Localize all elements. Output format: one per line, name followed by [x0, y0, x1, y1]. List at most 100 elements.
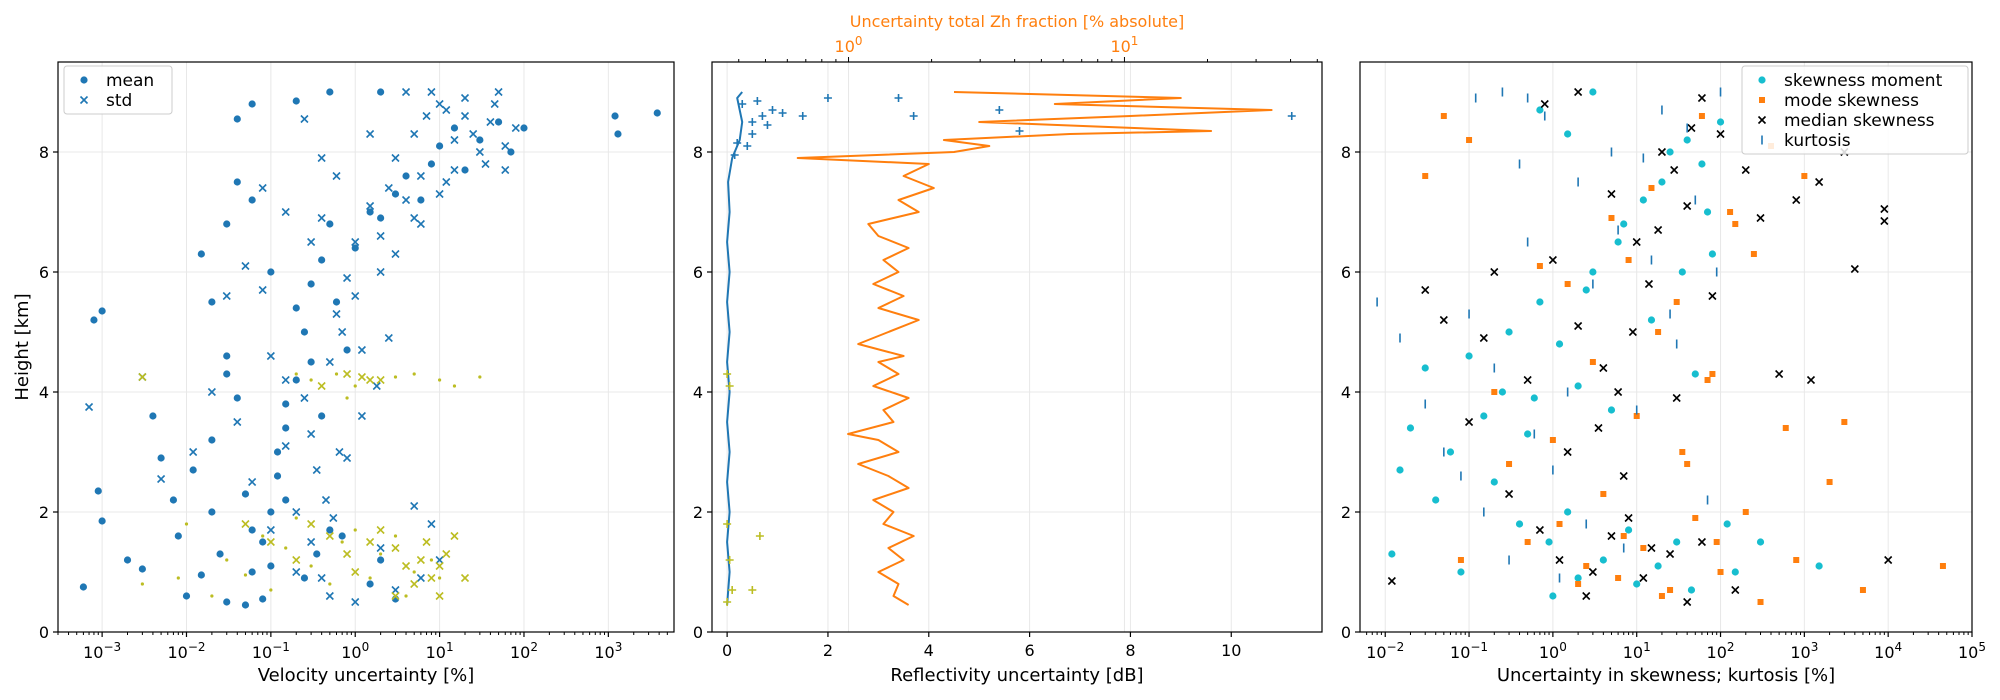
tick-exponent: −3 [103, 640, 121, 654]
legend-marker [79, 95, 89, 105]
data-point [366, 580, 374, 588]
data-point [1504, 489, 1514, 499]
data-point [1647, 316, 1656, 324]
data-point [317, 153, 326, 163]
data-point [1440, 113, 1447, 119]
data-point [176, 576, 180, 580]
data-point [1563, 447, 1572, 457]
data-point [1574, 382, 1582, 390]
y-tick-label: 4 [693, 383, 703, 402]
data-point [90, 316, 98, 324]
data-point [460, 93, 470, 103]
tick-exponent: −2 [188, 640, 206, 654]
data-point [452, 384, 457, 388]
data-point [1666, 148, 1674, 156]
data-point [353, 528, 357, 532]
x-tick-label: 105 [1958, 640, 1986, 662]
data-point [748, 130, 757, 138]
data-point [1658, 593, 1665, 599]
data-point [1574, 321, 1583, 331]
data-point [345, 396, 349, 400]
data-point [1939, 563, 1946, 569]
data-point [1717, 569, 1724, 575]
data-point [335, 447, 344, 457]
data-point [1678, 268, 1686, 276]
data-point [427, 160, 436, 168]
data-point [282, 496, 290, 504]
data-point [393, 375, 398, 379]
data-point [1490, 478, 1498, 486]
tick-exponent: −2 [1387, 640, 1405, 654]
data-point [436, 142, 444, 150]
tick-exponent: 5 [1978, 640, 1986, 654]
data-point [1406, 424, 1415, 432]
data-point [391, 585, 400, 595]
data-point [442, 105, 451, 115]
data-point [325, 357, 334, 367]
data-point [258, 285, 267, 295]
data-point [307, 237, 316, 247]
data-point [1880, 216, 1889, 226]
data-point [1884, 555, 1893, 565]
data-point [417, 196, 425, 204]
data-point [1713, 539, 1720, 545]
data-point [501, 165, 510, 175]
data-point [894, 94, 903, 102]
data-point [1564, 281, 1571, 287]
data-point [329, 513, 338, 523]
data-point [312, 465, 321, 475]
data-point [501, 141, 510, 151]
data-point [422, 537, 431, 547]
data-point [1750, 251, 1757, 257]
data-point [307, 519, 316, 529]
data-point [273, 472, 282, 480]
top-tick-label: 100 [835, 34, 863, 56]
x-tick-label: 10−2 [167, 640, 205, 662]
data-point [1757, 599, 1764, 605]
data-point [307, 537, 316, 547]
data-point [728, 586, 737, 594]
data-point [723, 598, 732, 606]
data-point [207, 387, 216, 397]
tick-exponent: 2 [530, 640, 538, 654]
data-point [1697, 537, 1706, 547]
x-tick-label: 102 [510, 640, 538, 662]
data-point [763, 121, 772, 129]
data-point [1524, 430, 1532, 438]
data-point [723, 370, 732, 378]
data-point [266, 537, 275, 547]
data-point [174, 532, 182, 540]
data-point [223, 352, 231, 360]
legend-marker [1759, 97, 1765, 103]
data-point [1582, 286, 1590, 294]
data-point [241, 519, 250, 529]
data-point [157, 454, 165, 462]
y-tick-label: 0 [39, 623, 49, 642]
data-point [1421, 364, 1429, 372]
data-point [435, 189, 444, 199]
data-point [1859, 587, 1866, 593]
data-point [1535, 525, 1544, 535]
data-point [1683, 201, 1692, 211]
data-point [1523, 375, 1532, 385]
data-point [404, 594, 408, 598]
data-point [273, 448, 282, 456]
x-tick-label: 4 [924, 641, 934, 660]
data-point [351, 237, 360, 247]
data-point [1683, 597, 1692, 607]
data-point [1396, 466, 1404, 474]
data-point [1479, 333, 1488, 343]
series-skewness-moment [1388, 88, 1823, 600]
data-point [1600, 491, 1607, 497]
data-point [79, 583, 87, 591]
data-point [281, 375, 290, 385]
data-point [442, 549, 451, 559]
data-point [1524, 539, 1531, 545]
data-point [326, 220, 334, 228]
data-point [507, 148, 515, 156]
data-point [292, 376, 300, 384]
x-tick-label: 10 [1221, 641, 1241, 660]
data-point [1639, 196, 1647, 204]
legend-marker [1757, 115, 1767, 125]
